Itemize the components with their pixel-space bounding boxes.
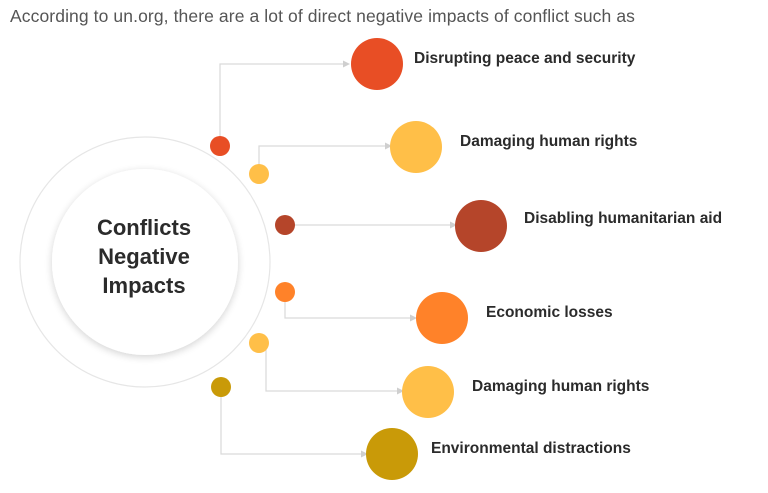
impact-circle-2 [455, 200, 507, 252]
center-title-line-3: Impacts [102, 273, 186, 298]
connector-line-3 [284, 292, 413, 319]
ring-dot-5 [211, 377, 231, 397]
impact-circle-1 [390, 121, 442, 173]
connector-line-1 [258, 145, 388, 174]
ring-dot-3 [275, 282, 295, 302]
outer-ring [19, 136, 271, 388]
impact-circle-0 [351, 38, 403, 90]
arrowhead-3 [410, 314, 417, 322]
center-title: Conflicts Negative Impacts [64, 213, 224, 300]
impact-circle-5 [366, 428, 418, 480]
connector-line-4 [265, 343, 400, 392]
center-title-line-1: Conflicts [96, 215, 192, 240]
impact-label-disrupting-peace: Disrupting peace and security [414, 50, 636, 67]
connector-line-0 [219, 63, 346, 146]
ring-dot-2 [275, 215, 295, 235]
connector-line-5 [220, 387, 364, 455]
ring-dot-0 [210, 136, 230, 156]
arrowhead-5 [361, 450, 368, 458]
ring-dot-4 [249, 333, 269, 353]
arrowhead-1 [385, 142, 392, 150]
impact-label-damaging-human-rights-2: Damaging human rights [472, 378, 650, 395]
impact-circle-3 [416, 292, 468, 344]
impact-label-environmental-distractions: Environmental distractions [431, 440, 631, 457]
impact-label-economic-losses: Economic losses [486, 304, 613, 321]
impact-label-disabling-humanitarian-aid: Disabling humanitarian aid [524, 210, 723, 227]
page-header: According to un.org, there are a lot of … [10, 6, 636, 26]
arrowhead-0 [343, 60, 350, 68]
center-title-line-2: Negative [98, 244, 190, 269]
center-disc [52, 169, 238, 355]
impact-label-damaging-human-rights-1: Damaging human rights [460, 133, 638, 150]
arrowhead-4 [397, 387, 404, 395]
arrowhead-2 [450, 221, 457, 229]
ring-dot-1 [249, 164, 269, 184]
impact-circle-4 [402, 366, 454, 418]
